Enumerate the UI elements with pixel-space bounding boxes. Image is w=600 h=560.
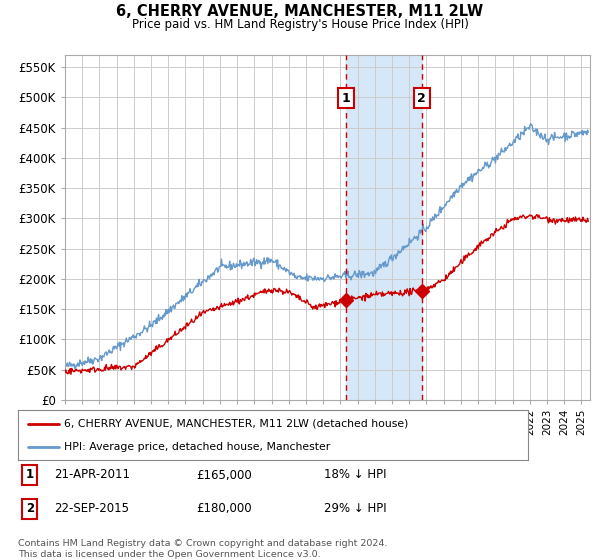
Text: HPI: Average price, detached house, Manchester: HPI: Average price, detached house, Manc…: [64, 441, 330, 451]
Text: 22-SEP-2015: 22-SEP-2015: [54, 502, 128, 515]
Text: 6, CHERRY AVENUE, MANCHESTER, M11 2LW (detached house): 6, CHERRY AVENUE, MANCHESTER, M11 2LW (d…: [64, 418, 408, 428]
Text: £165,000: £165,000: [197, 469, 252, 482]
Text: Contains HM Land Registry data © Crown copyright and database right 2024.
This d: Contains HM Land Registry data © Crown c…: [18, 539, 388, 559]
Text: Price paid vs. HM Land Registry's House Price Index (HPI): Price paid vs. HM Land Registry's House …: [131, 18, 469, 31]
Text: 2: 2: [418, 92, 426, 105]
Text: 6, CHERRY AVENUE, MANCHESTER, M11 2LW: 6, CHERRY AVENUE, MANCHESTER, M11 2LW: [116, 4, 484, 19]
Text: 21-APR-2011: 21-APR-2011: [54, 469, 130, 482]
Text: 1: 1: [26, 469, 34, 482]
Bar: [346, 55, 422, 400]
Text: 2: 2: [26, 502, 34, 515]
Text: 18% ↓ HPI: 18% ↓ HPI: [324, 469, 386, 482]
Text: £180,000: £180,000: [197, 502, 252, 515]
Text: 29% ↓ HPI: 29% ↓ HPI: [324, 502, 386, 515]
Text: 1: 1: [341, 92, 350, 105]
